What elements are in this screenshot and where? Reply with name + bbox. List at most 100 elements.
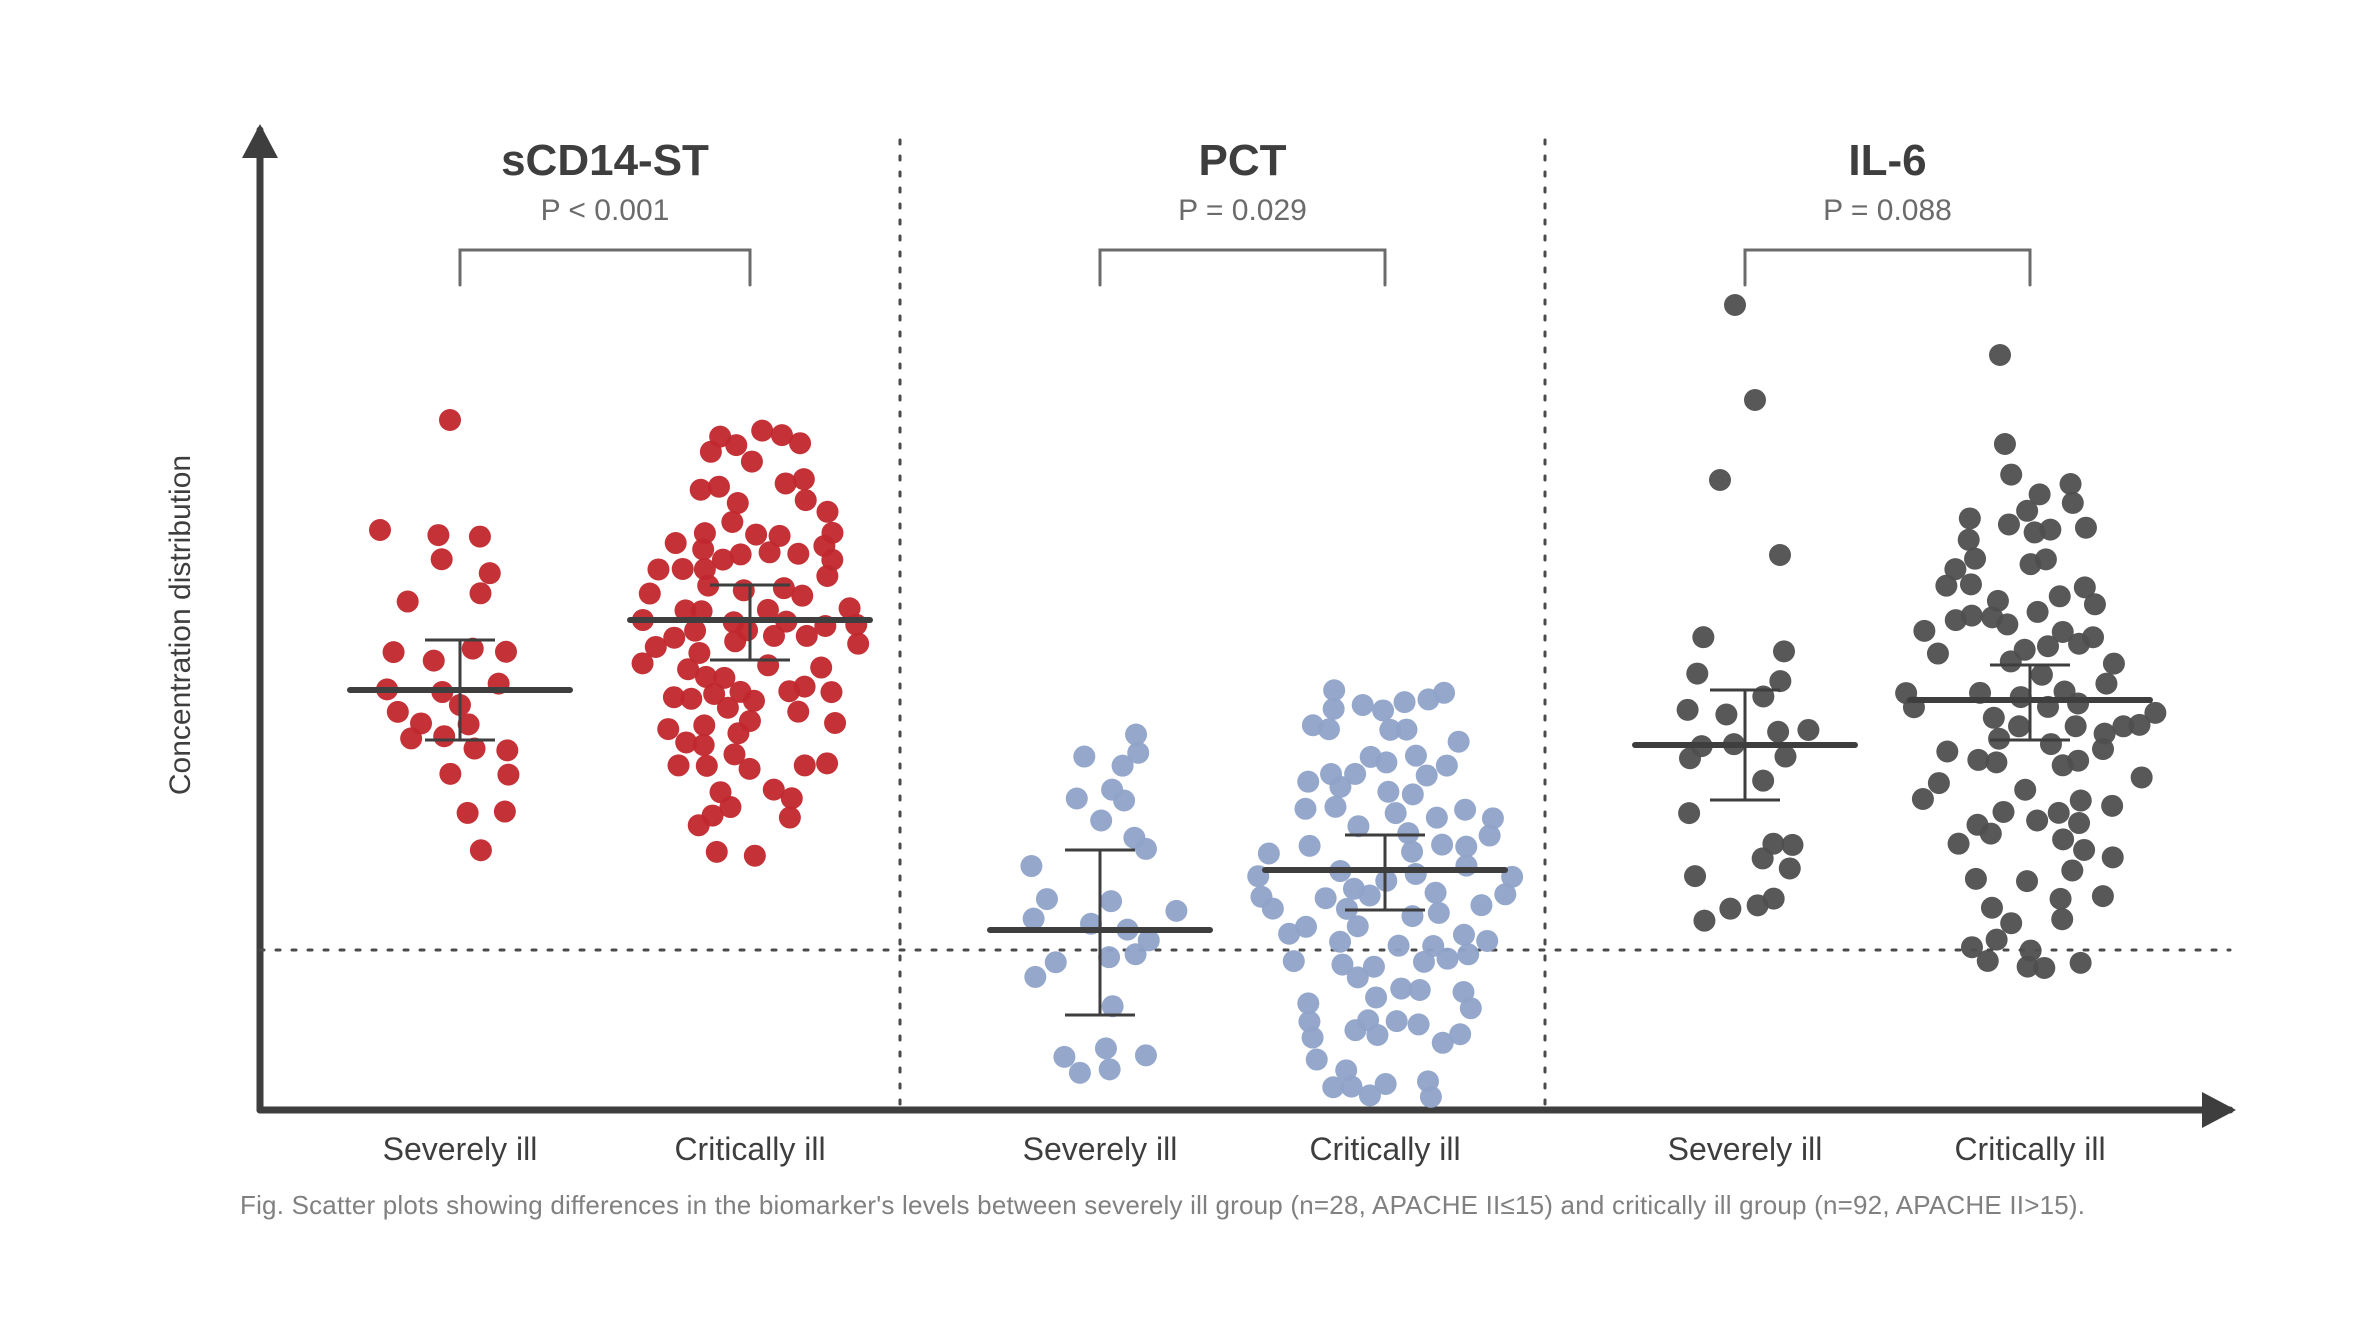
data-point [813, 535, 835, 557]
data-point [793, 468, 815, 490]
data-point [1069, 1062, 1091, 1084]
data-point [1679, 747, 1701, 769]
data-point [1479, 825, 1501, 847]
data-point [1948, 833, 1970, 855]
data-point [1405, 863, 1427, 885]
data-point [1020, 855, 1042, 877]
data-point [1987, 590, 2009, 612]
data-point [2000, 912, 2022, 934]
data-point [820, 681, 842, 703]
data-point [1318, 718, 1340, 740]
data-point [1935, 575, 1957, 597]
data-point [657, 718, 679, 740]
data-point [1135, 1044, 1157, 1066]
data-point [1036, 888, 1058, 910]
data-point [1437, 948, 1459, 970]
group-xlabel: Critically ill [1309, 1131, 1460, 1167]
data-point [2070, 790, 2092, 812]
data-point [810, 657, 832, 679]
data-point [457, 802, 479, 824]
data-point [663, 686, 685, 708]
data-point [1724, 294, 1746, 316]
data-point [816, 565, 838, 587]
data-point [2016, 500, 2038, 522]
panel-IL6: IL-6P = 0.088Severely illCritically ill [1635, 136, 2166, 1167]
data-point [639, 583, 661, 605]
data-point [1964, 548, 1986, 570]
data-point [1023, 908, 1045, 930]
data-point [1375, 751, 1397, 773]
data-point [2082, 626, 2104, 648]
panel-title: sCD14-ST [501, 136, 709, 185]
data-point [1322, 1076, 1344, 1098]
data-point [1100, 890, 1122, 912]
group-severe: Severely ill [990, 724, 1210, 1167]
data-point [1994, 433, 2016, 455]
data-point [1936, 740, 1958, 762]
data-point [1453, 981, 1475, 1003]
data-point [1315, 887, 1337, 909]
data-point [2075, 517, 2097, 539]
data-point [1394, 691, 1416, 713]
data-point [744, 845, 766, 867]
data-point [1331, 954, 1353, 976]
data-point [703, 683, 725, 705]
data-point [2062, 492, 2084, 514]
scatter-chart-svg: Concentration distributionsCD14-STP < 0.… [0, 0, 2376, 1338]
data-point [795, 489, 817, 511]
data-point [794, 676, 816, 698]
data-point [1752, 770, 1774, 792]
data-point [2050, 888, 2072, 910]
data-point [730, 543, 752, 565]
data-point [1278, 923, 1300, 945]
data-point [2048, 802, 2070, 824]
data-point [1912, 788, 1934, 810]
data-point [1928, 772, 1950, 794]
data-point [1470, 894, 1492, 916]
data-point [1250, 886, 1272, 908]
data-point [1693, 910, 1715, 932]
data-point [672, 558, 694, 580]
data-point [2129, 714, 2151, 736]
data-point [2067, 750, 2089, 772]
data-point [1409, 979, 1431, 1001]
data-point [1379, 719, 1401, 741]
data-point [741, 451, 763, 473]
data-point [1283, 950, 1305, 972]
data-point [693, 734, 715, 756]
data-point [665, 532, 687, 554]
data-point [1428, 902, 1450, 924]
data-point [729, 681, 751, 703]
data-point [1386, 1010, 1408, 1032]
data-point [1372, 699, 1394, 721]
data-point [1323, 679, 1345, 701]
data-point [1053, 1046, 1075, 1068]
data-point [1401, 841, 1423, 863]
data-point [2092, 885, 2114, 907]
data-point [781, 787, 803, 809]
data-point [1113, 789, 1135, 811]
data-point [1686, 663, 1708, 685]
data-point [1774, 746, 1796, 768]
data-point [427, 524, 449, 546]
data-point [1966, 814, 1988, 836]
data-point [2131, 766, 2153, 788]
data-point [2049, 585, 2071, 607]
data-point [2061, 859, 2083, 881]
data-point [2102, 846, 2124, 868]
data-point [469, 526, 491, 548]
data-point [479, 562, 501, 584]
data-point [816, 752, 838, 774]
data-point [400, 727, 422, 749]
data-point [708, 476, 730, 498]
data-point [1306, 1049, 1328, 1071]
panel-pvalue: P = 0.029 [1178, 194, 1307, 227]
data-point [757, 654, 779, 676]
data-point [696, 755, 718, 777]
data-point [1123, 827, 1145, 849]
data-point [1998, 513, 2020, 535]
group-critical: Critically ill [1895, 344, 2166, 1167]
data-point [1744, 389, 1766, 411]
data-point [1989, 344, 2011, 366]
data-point [1678, 802, 1700, 824]
